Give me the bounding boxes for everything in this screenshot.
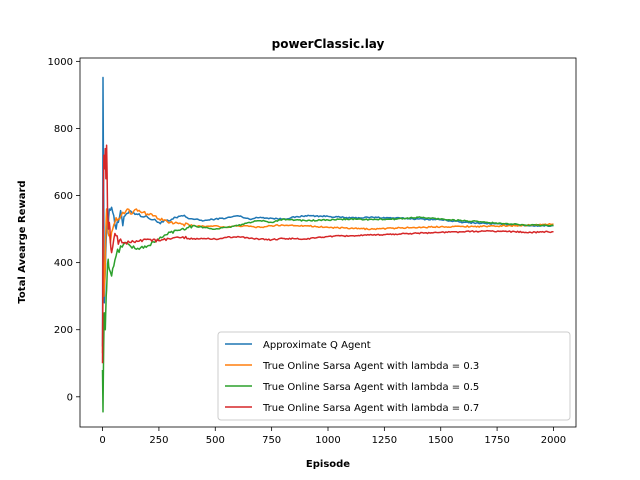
x-tick-label: 0 [99, 435, 105, 446]
x-tick-label: 500 [206, 435, 225, 446]
x-tick-label: 2000 [541, 435, 566, 446]
series-line-4 [101, 144, 554, 364]
legend-label-1: Approximate Q Agent [263, 340, 371, 351]
legend-label-3: True Online Sarsa Agent with lambda = 0.… [262, 382, 479, 393]
x-axis-label: Episode [306, 459, 350, 470]
plot-area: 0 250 500 750 1000 1250 1500 1750 2000 0 200 400 600… [48, 57, 577, 446]
y-tick-label: 0 [67, 392, 73, 403]
legend-label-4: True Online Sarsa Agent with lambda = 0.… [262, 403, 479, 414]
y-tick-label: 200 [54, 325, 73, 336]
chart-title: powerClassic.lay [272, 37, 385, 51]
y-tick-label: 600 [54, 191, 73, 202]
legend-label-2: True Online Sarsa Agent with lambda = 0.… [262, 361, 479, 372]
x-tick-label: 1500 [428, 435, 453, 446]
series-line-3 [101, 216, 554, 413]
x-tick-label: 1250 [372, 435, 397, 446]
y-tick-label: 1000 [48, 57, 73, 68]
x-tick-label: 1750 [484, 435, 509, 446]
legend-box [217, 331, 571, 421]
x-tick-label: 250 [149, 435, 168, 446]
y-tick-label: 800 [54, 124, 73, 135]
x-tick-label: 1000 [315, 435, 340, 446]
series-line-2 [101, 208, 554, 354]
y-axis-label: Total Avearge Reward [17, 180, 28, 303]
y-tick-label: 400 [54, 258, 73, 269]
x-tick-label: 750 [262, 435, 281, 446]
legend: Approximate Q Agent True Online Sarsa Age… [217, 331, 571, 421]
